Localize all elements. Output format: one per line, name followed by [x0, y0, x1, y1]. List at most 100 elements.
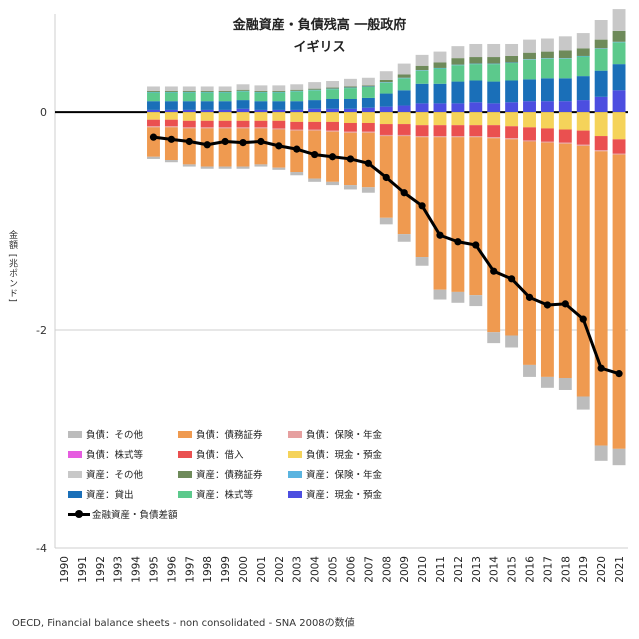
x-tick-label: 2016 — [525, 556, 537, 583]
bar-segment — [254, 109, 268, 113]
bar-segment — [379, 79, 393, 83]
bar-segment — [308, 121, 322, 130]
bar-segment — [523, 39, 536, 53]
bar-segment — [344, 99, 357, 109]
bar-segment — [272, 120, 286, 129]
bar-segment — [379, 93, 393, 107]
bar-segment — [272, 92, 286, 102]
bar-segment — [523, 140, 536, 142]
bar-segment — [308, 82, 322, 89]
net-point — [525, 293, 534, 301]
net-point — [311, 150, 319, 159]
chart-subtitle: イギリス — [293, 40, 346, 55]
bar-segment — [147, 101, 160, 110]
bar-segment — [290, 90, 304, 92]
bar-segment — [361, 122, 375, 132]
bar-segment — [218, 112, 232, 121]
bar-segment — [182, 92, 196, 102]
net-point — [328, 153, 337, 161]
legend-item: 資産：その他 — [68, 467, 143, 481]
bar-segment — [147, 86, 160, 91]
legend-label: 負債：借入 — [196, 450, 244, 461]
bar-segment — [397, 90, 411, 106]
bar-segment — [236, 108, 250, 113]
bar-segment — [505, 139, 519, 336]
bar-segment — [308, 112, 322, 122]
bar-segment — [505, 62, 519, 64]
bar-segment — [308, 178, 322, 182]
bar-segment — [164, 101, 178, 110]
bar-segment — [451, 291, 465, 303]
legend-label: 資産：保険・年金 — [306, 470, 383, 481]
x-tick-label: 2021 — [614, 556, 626, 583]
bar-segment — [200, 92, 214, 102]
bar-segment — [361, 112, 375, 123]
bar-segment — [558, 36, 572, 51]
bar-segment — [451, 103, 465, 113]
bar-segment — [451, 137, 465, 292]
bar-segment — [326, 89, 339, 100]
bar-segment — [487, 57, 501, 64]
bar-segment — [487, 63, 501, 65]
net-point — [275, 142, 283, 150]
bar-segment — [272, 85, 286, 91]
x-tick-label: 2002 — [274, 556, 286, 583]
net-point — [149, 133, 158, 141]
legend-item: 負債：現金・預金 — [288, 447, 382, 461]
x-tick-label: 2007 — [363, 556, 375, 583]
bar-segment — [469, 102, 483, 113]
bar-segment — [469, 43, 483, 58]
bar-segment — [505, 126, 519, 139]
bar-segment — [326, 88, 339, 90]
bar-segment — [272, 90, 286, 92]
bar-segment — [164, 119, 178, 127]
bar-segment — [612, 41, 626, 43]
bar-segment — [147, 109, 160, 113]
bar-segment — [272, 128, 286, 130]
bar-segment — [612, 154, 626, 449]
bar-segment — [505, 138, 519, 140]
bar-segment — [147, 119, 160, 127]
net-point — [597, 364, 605, 372]
bar-segment — [254, 164, 268, 167]
net-point — [239, 138, 247, 147]
legend-swatch — [288, 490, 302, 498]
bar-segment — [505, 43, 519, 56]
legend-line-marker — [68, 510, 90, 518]
bar-segment — [576, 48, 590, 56]
bar-segment — [523, 141, 536, 365]
bar-segment — [558, 58, 572, 59]
bar-segment — [254, 91, 268, 93]
x-tick-label: 2017 — [542, 556, 554, 583]
bar-segment — [451, 64, 465, 66]
bar-segment — [182, 120, 196, 128]
y-tick-label: -2 — [36, 324, 47, 337]
bar-segment — [182, 127, 196, 129]
bar-segment — [254, 120, 268, 128]
bar-segment — [415, 103, 429, 113]
bar-segment — [594, 112, 608, 137]
bar-segment — [164, 86, 178, 91]
bar-segment — [487, 138, 501, 333]
bar-segment — [361, 87, 375, 98]
legend-item: 資産：貸出 — [68, 487, 134, 501]
bar-segment — [594, 150, 608, 152]
bar-segment — [308, 90, 322, 101]
bar-segment — [415, 136, 429, 138]
bar-segment — [415, 125, 429, 137]
bar-segment — [290, 109, 304, 113]
bar-segment — [308, 108, 322, 113]
bar-segment — [594, 48, 608, 49]
bar-segment — [433, 51, 447, 63]
x-tick-label: 1999 — [220, 556, 232, 583]
bar-segment — [218, 101, 232, 110]
net-point — [203, 141, 211, 149]
bar-segment — [451, 58, 465, 65]
bar-segment — [182, 128, 196, 165]
bar-segment — [361, 107, 375, 113]
bar-segment — [540, 51, 554, 59]
bar-segment — [147, 156, 160, 159]
bar-segment — [469, 136, 483, 138]
x-tick-label: 2019 — [578, 556, 590, 583]
bar-segment — [147, 90, 160, 92]
